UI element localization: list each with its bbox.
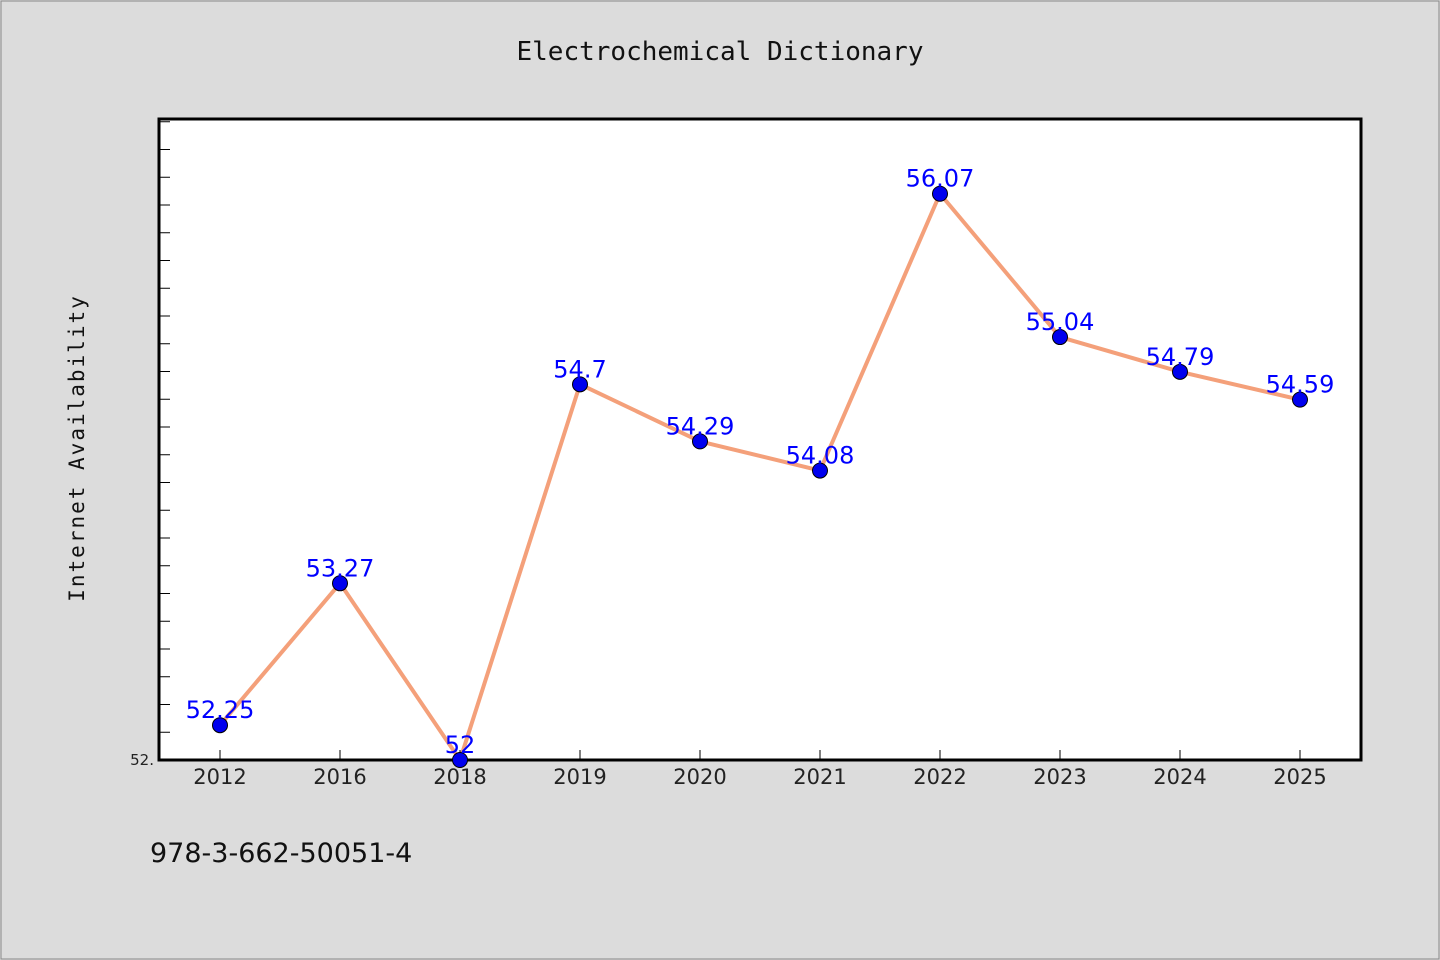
data-label: 54.08 [786,442,855,470]
chart-title: Electrochemical Dictionary [517,37,924,67]
x-tick-label: 2018 [433,765,486,789]
data-point [812,462,828,479]
x-tick-label: 2024 [1153,765,1206,789]
data-point [332,575,348,592]
x-tick-label: 2012 [193,765,246,789]
data-label: 54.79 [1146,343,1215,371]
series-layer: 52.25 53.27 52 54.7 54.29 54.08 56.07 55.04 54.7… [186,165,1335,768]
data-point [692,433,708,450]
x-tick-label: 2022 [913,765,966,789]
data-label: 54.7 [553,355,606,383]
x-tick-label: 2021 [793,765,846,789]
x-tick-label: 2019 [553,765,606,789]
data-label: 54.59 [1266,371,1335,399]
data-label: 52 [445,731,476,759]
data-label: 53.27 [306,554,375,582]
data-point [1292,391,1308,408]
plot-area [157,117,1363,762]
series-line [218,191,1301,762]
x-tick-label: 2025 [1273,765,1326,789]
data-label: 55.04 [1026,308,1095,336]
data-point [932,185,948,202]
y-axis-label: Internet Availability [65,294,89,602]
y-minor-ticks [160,121,170,733]
data-point [572,376,588,393]
x-tick-label: 2016 [313,765,366,789]
data-label: 56.07 [906,165,975,193]
data-point [452,752,468,768]
x-axis-ticks: 2012 2016 2018 2019 2020 2021 2022 2023 2024 2025 [193,750,1327,789]
data-point [1052,329,1068,346]
x-tick-label: 2023 [1033,765,1086,789]
isbn-footer: 978-3-662-50051-4 [150,838,412,869]
y-axis-ticks: 52. [130,751,154,769]
data-point [212,717,228,734]
x-tick-label: 2020 [673,765,726,789]
data-label: 52.25 [186,696,255,724]
data-label: 54.29 [666,412,735,440]
data-point [1172,363,1188,380]
y-tick-label: 52. [130,751,154,769]
